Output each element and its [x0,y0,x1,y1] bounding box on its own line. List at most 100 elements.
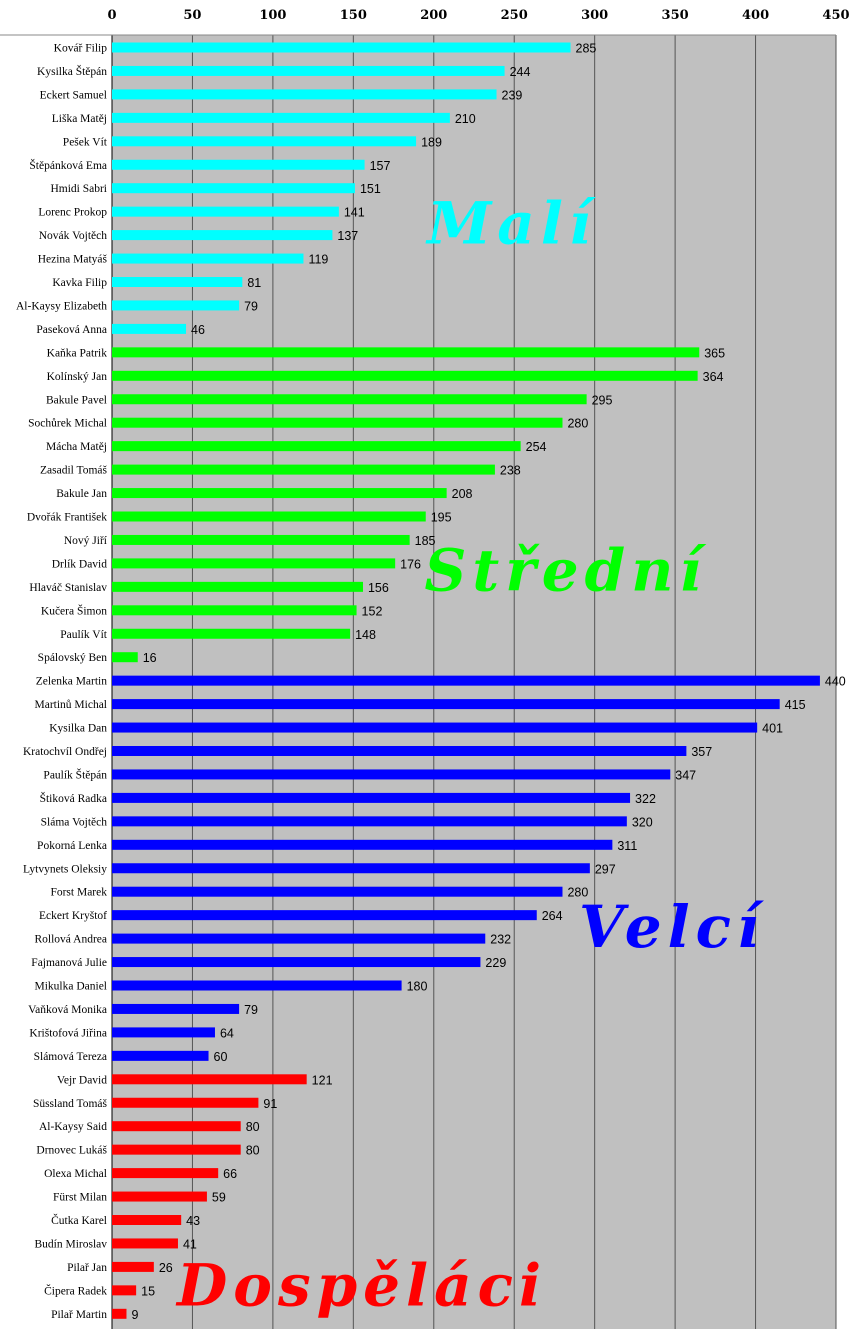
bar [112,558,396,569]
x-tick-label: 250 [501,8,528,23]
value-label: 180 [407,980,428,994]
category-label: Forst Marek [50,887,107,899]
category-label: Sochůrek Michal [28,417,107,430]
bar [112,1285,137,1296]
category-label: Kaňka Patrik [47,347,108,359]
category-label: Lytvynets Oleksiy [23,863,107,875]
value-label: 26 [159,1261,173,1275]
value-label: 244 [510,65,531,79]
category-label: Pokorná Lenka [37,840,107,852]
bar [112,1074,307,1085]
bar [112,675,820,686]
bar [112,394,587,405]
category-label: Al-Kaysy Elizabeth [16,300,107,312]
bar [112,42,571,53]
value-label: 280 [567,417,588,431]
bar [112,206,339,217]
category-label: Hezina Matyáš [38,254,108,266]
value-label: 415 [785,698,806,712]
bar [112,769,671,780]
category-label: Eckert Kryštof [39,910,107,922]
category-label: Kolínský Jan [47,371,108,383]
bar [112,1097,259,1108]
category-label: Pešek Vít [63,136,108,148]
bar [112,89,497,100]
category-label: Pilař Jan [67,1262,107,1274]
x-tick-label: 50 [183,8,201,23]
bar [112,1050,209,1061]
bar [112,488,447,499]
value-label: 239 [502,88,523,102]
value-label: 81 [247,276,261,290]
category-label: Kovář Filip [54,43,108,55]
value-label: 264 [542,909,563,923]
value-label: 121 [312,1073,333,1087]
value-label: 16 [143,651,157,665]
value-label: 119 [308,253,328,267]
value-label: 185 [415,534,436,548]
value-label: 320 [632,815,653,829]
bar [112,816,627,827]
bar [112,1027,215,1038]
category-label: Zasadil Tomáš [40,465,108,477]
group-label: Střední [425,536,708,604]
x-tick-label: 100 [259,8,286,23]
x-tick-label: 0 [107,8,116,23]
bar [112,347,700,358]
group-label: Dospěláci [175,1252,547,1320]
value-label: 80 [246,1120,260,1134]
category-label: Fürst Milan [53,1192,107,1204]
category-label: Kysilka Dan [49,723,107,735]
category-label: Vaňková Monika [28,1004,107,1016]
x-tick-label: 400 [742,8,769,23]
bar [112,628,351,639]
bar [112,1215,182,1225]
category-label: Pilař Martin [51,1309,107,1321]
value-label: 91 [263,1097,277,1111]
value-label: 365 [704,346,725,360]
category-label: Fajmanová Julie [31,957,107,969]
bar [112,699,780,710]
category-label: Lorenc Prokop [38,207,107,219]
value-label: 41 [183,1237,197,1251]
category-label: Sláma Vojtěch [41,816,108,828]
value-label: 64 [220,1026,234,1040]
value-label: 43 [186,1214,200,1228]
bar [112,652,138,663]
category-label: Kratochvíl Ondřej [23,746,107,758]
bar [112,792,631,803]
value-label: 254 [526,440,547,454]
bar [112,1308,127,1319]
value-label: 59 [212,1191,226,1205]
bar [112,1144,241,1155]
value-label: 229 [485,956,506,970]
bar [112,136,417,147]
category-label: Hmidi Sabri [50,183,107,195]
bar [112,886,563,897]
bar [112,980,402,991]
category-label: Drlík David [52,558,108,570]
bar [112,370,698,381]
bar [112,957,481,968]
x-tick-label: 350 [662,8,689,23]
value-label: 208 [452,487,473,501]
bar [112,277,243,287]
bar [112,839,613,850]
bars [112,42,820,1319]
value-label: 60 [214,1050,228,1064]
group-label: Velcí [579,893,765,961]
value-label: 9 [131,1308,138,1322]
value-label: 46 [191,323,205,337]
value-label: 238 [500,464,521,478]
bar [112,183,355,194]
value-label: 66 [223,1167,237,1181]
bar [112,1003,240,1014]
value-label: 176 [400,557,421,571]
bar [112,511,426,522]
group-labels: Malí Střední Velcí Dospěláci [175,189,765,1320]
value-label: 79 [244,1003,258,1017]
bar [112,910,537,921]
category-label: Hlaváč Stanislav [29,582,107,594]
category-label: Mácha Matěj [46,441,107,453]
value-label: 141 [344,206,365,220]
